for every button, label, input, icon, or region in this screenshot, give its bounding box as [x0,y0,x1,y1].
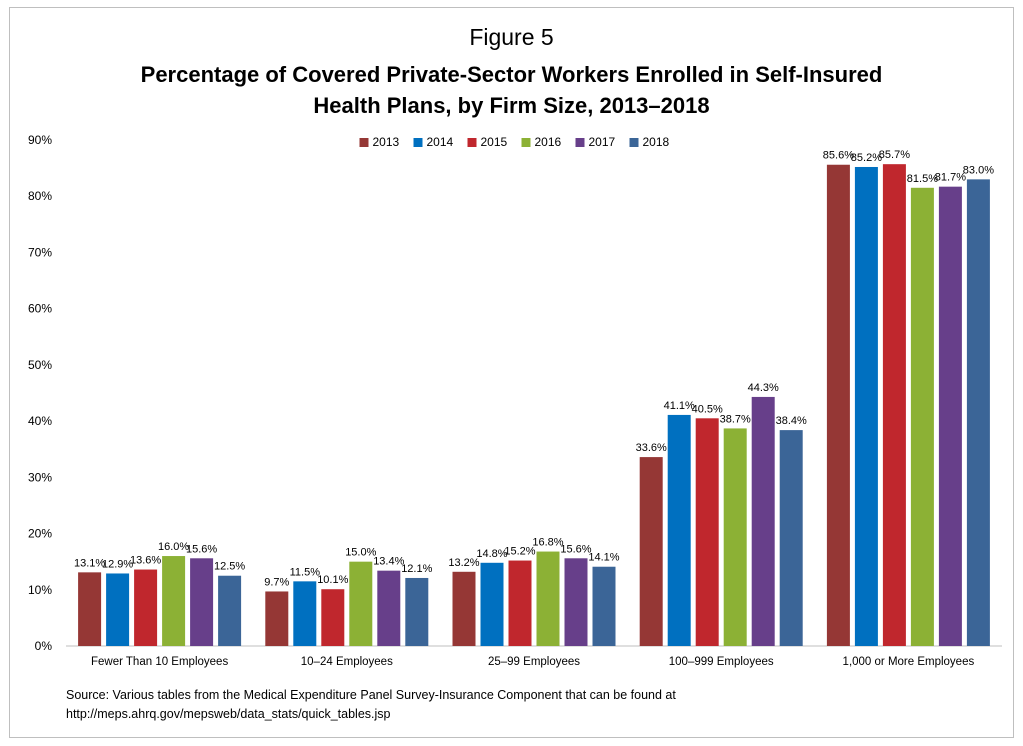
bar-2018 [966,179,990,646]
bar-2015 [695,418,719,646]
bar-2013 [826,164,850,646]
y-tick-label: 90% [28,133,52,147]
bar-2017 [377,570,401,646]
source-line-2: http://meps.ahrq.gov/mepsweb/data_stats/… [66,707,391,721]
bar-2013 [639,457,663,646]
data-label: 38.7% [720,413,751,425]
bar-2014 [480,562,504,646]
bar-2013 [265,591,289,646]
data-label: 40.5% [692,403,723,415]
bar-2016 [162,556,186,646]
legend-label: 2016 [535,135,562,149]
y-tick-label: 40% [28,414,52,428]
y-tick-label: 80% [28,189,52,203]
bar-2015 [134,569,158,646]
chart-title: Percentage of Covered Private-Sector Wor… [0,59,1023,121]
data-label: 15.2% [504,546,535,558]
bar-2014 [667,414,691,646]
data-label: 13.6% [130,555,161,567]
x-category-label: Fewer Than 10 Employees [91,656,228,668]
bar-2018 [218,575,242,646]
data-label: 41.1% [664,400,695,412]
source-line-1: Source: Various tables from the Medical … [66,688,676,702]
legend-swatch [413,138,423,147]
bar-2016 [536,551,560,646]
legend-label: 2013 [373,135,400,149]
data-label: 15.6% [186,543,217,555]
legend-label: 2018 [643,135,670,149]
bar-2017 [564,558,588,646]
legend-swatch [575,138,585,147]
data-label: 14.1% [588,552,619,564]
source-note: Source: Various tables from the Medical … [66,686,676,724]
bar-2017 [190,558,214,646]
bar-2018 [592,566,616,646]
bar-2015 [882,164,906,647]
legend-swatch [521,138,531,147]
bar-2016 [723,428,747,646]
data-label: 10.1% [317,574,348,586]
bar-2018 [779,430,803,646]
legend-swatch [467,138,477,147]
data-label: 44.3% [748,382,779,394]
bar-2015 [508,560,532,646]
x-category-label: 100–999 Employees [669,656,774,668]
data-label: 15.0% [345,547,376,559]
data-label: 9.7% [264,576,289,588]
data-label: 12.5% [214,561,245,573]
y-tick-label: 50% [28,358,52,372]
x-category-label: 10–24 Employees [301,656,393,668]
legend-swatch [629,138,639,147]
bar-2016 [349,561,373,646]
data-label: 81.5% [907,173,938,185]
bar-2017 [938,186,962,647]
data-label: 12.9% [102,558,133,570]
data-label: 13.1% [74,557,105,569]
y-tick-label: 30% [28,470,52,484]
y-tick-label: 70% [28,245,52,259]
bar-2013 [78,572,102,646]
y-tick-label: 10% [28,583,52,597]
bar-2013 [452,571,476,646]
x-category-label: 25–99 Employees [488,656,580,668]
bar-2016 [910,187,934,647]
data-label: 81.7% [935,172,966,184]
data-label: 33.6% [636,442,667,454]
bar-2014 [854,166,878,646]
data-label: 15.6% [560,543,591,555]
legend-label: 2017 [589,135,616,149]
bar-2014 [293,581,317,646]
data-label: 85.2% [851,152,882,164]
data-label: 38.4% [776,415,807,427]
legend-label: 2015 [481,135,508,149]
chart-title-line-2: Health Plans, by Firm Size, 2013–2018 [313,93,710,118]
data-label: 85.6% [823,150,854,162]
data-label: 16.0% [158,541,189,553]
data-label: 14.8% [476,548,507,560]
chart-title-line-1: Percentage of Covered Private-Sector Wor… [140,62,883,87]
data-label: 13.4% [373,556,404,568]
bar-2017 [751,396,775,646]
y-tick-label: 60% [28,302,52,316]
x-category-label: 1,000 or More Employees [843,656,975,668]
bar-2014 [106,573,130,646]
bar-2015 [321,589,345,646]
data-label: 85.7% [879,149,910,161]
data-label: 16.8% [532,537,563,549]
y-tick-label: 0% [35,639,53,653]
data-label: 83.0% [963,164,994,176]
data-label: 11.5% [290,566,321,578]
data-label: 12.1% [401,563,432,575]
bar-2018 [405,577,429,646]
data-label: 13.2% [448,557,479,569]
legend-label: 2014 [427,135,454,149]
y-tick-label: 20% [28,527,52,541]
legend-swatch [359,138,369,147]
figure-label: Figure 5 [469,24,554,50]
